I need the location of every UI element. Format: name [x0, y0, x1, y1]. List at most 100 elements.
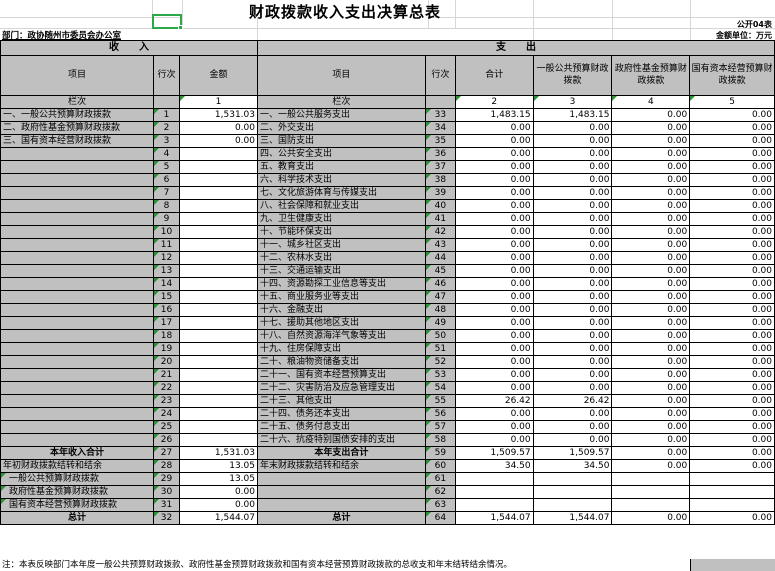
expenditure-row-number[interactable]: 40: [424, 199, 456, 213]
expenditure-value[interactable]: 0.00: [689, 329, 775, 343]
expenditure-value[interactable]: 1,544.07: [532, 511, 613, 525]
expenditure-item-label[interactable]: 十八、自然资源海洋气象等支出: [257, 329, 426, 343]
expenditure-value[interactable]: 1,483.15: [532, 108, 613, 122]
expenditure-row-number[interactable]: 51: [424, 342, 456, 356]
expenditure-value[interactable]: 0.00: [689, 225, 775, 239]
expenditure-lanci-blank[interactable]: [424, 95, 456, 109]
income-item-label[interactable]: [0, 342, 154, 356]
income-amount[interactable]: 13.05: [179, 459, 258, 473]
expenditure-value[interactable]: [454, 498, 534, 512]
expenditure-value[interactable]: 0.00: [611, 264, 691, 278]
income-row-number[interactable]: 17: [153, 316, 180, 330]
expenditure-row-number[interactable]: 56: [424, 407, 456, 421]
income-item-label[interactable]: [0, 277, 154, 291]
expenditure-value[interactable]: 0.00: [454, 303, 534, 317]
income-row-number[interactable]: 12: [153, 251, 180, 265]
income-amount[interactable]: 0.00: [179, 121, 258, 135]
expenditure-value[interactable]: 0.00: [532, 251, 613, 265]
expenditure-item-label[interactable]: 二十六、抗疫特别国债安排的支出: [257, 433, 426, 447]
expenditure-value[interactable]: 0.00: [532, 134, 613, 148]
expenditure-item-label[interactable]: [257, 472, 426, 486]
income-item-label[interactable]: [0, 225, 154, 239]
expenditure-value[interactable]: 0.00: [689, 160, 775, 174]
expenditure-item-label[interactable]: 十七、援助其他地区支出: [257, 316, 426, 330]
expenditure-value[interactable]: 0.00: [689, 368, 775, 382]
expenditure-value[interactable]: 0.00: [611, 329, 691, 343]
expenditure-row-number[interactable]: 38: [424, 173, 456, 187]
expenditure-value[interactable]: 0.00: [611, 147, 691, 161]
expenditure-value[interactable]: [532, 485, 613, 499]
expenditure-item-label[interactable]: 八、社会保障和就业支出: [257, 199, 426, 213]
expenditure-value[interactable]: 0.00: [532, 238, 613, 252]
expenditure-value[interactable]: [454, 472, 534, 486]
income-amount[interactable]: [179, 303, 258, 317]
expenditure-value[interactable]: 0.00: [611, 108, 691, 122]
expenditure-value[interactable]: 0.00: [532, 316, 613, 330]
income-amount[interactable]: [179, 277, 258, 291]
income-row-number[interactable]: 1: [153, 108, 180, 122]
expenditure-value[interactable]: 0.00: [532, 160, 613, 174]
income-amount[interactable]: [179, 433, 258, 447]
expenditure-item-label[interactable]: 七、文化旅游体育与传媒支出: [257, 186, 426, 200]
income-row-number[interactable]: 26: [153, 433, 180, 447]
expenditure-item-label[interactable]: 十六、金融支出: [257, 303, 426, 317]
income-row-number[interactable]: 5: [153, 160, 180, 174]
expenditure-value[interactable]: 0.00: [454, 121, 534, 135]
expenditure-row-number[interactable]: 58: [424, 433, 456, 447]
expenditure-value[interactable]: 0.00: [454, 173, 534, 187]
income-lanci-label[interactable]: 栏次: [0, 95, 154, 109]
department-label[interactable]: 部门：政协随州市委员会办公室: [2, 31, 122, 41]
expenditure-item-label[interactable]: 二十、粮油物资储备支出: [257, 355, 426, 369]
expenditure-value[interactable]: 0.00: [689, 316, 775, 330]
expenditure-item-label[interactable]: 本年支出合计: [257, 446, 426, 460]
income-row-number[interactable]: 30: [153, 485, 180, 499]
income-amount[interactable]: [179, 264, 258, 278]
income-item-label[interactable]: [0, 394, 154, 408]
expenditure-value[interactable]: 0.00: [454, 264, 534, 278]
income-item-label[interactable]: [0, 160, 154, 174]
expenditure-row-number[interactable]: 59: [424, 446, 456, 460]
expenditure-value[interactable]: [689, 498, 775, 512]
expenditure-value[interactable]: 0.00: [689, 199, 775, 213]
expenditure-value[interactable]: 0.00: [689, 212, 775, 226]
expenditure-value[interactable]: [532, 498, 613, 512]
expenditure-value[interactable]: 0.00: [689, 420, 775, 434]
expenditure-value[interactable]: 0.00: [454, 251, 534, 265]
income-amount[interactable]: [179, 199, 258, 213]
expenditure-value[interactable]: 0.00: [689, 381, 775, 395]
income-amount[interactable]: [179, 381, 258, 395]
expenditure-value[interactable]: [532, 472, 613, 486]
expenditure-row-number[interactable]: 47: [424, 290, 456, 304]
expenditure-row-number[interactable]: 52: [424, 355, 456, 369]
expenditure-item-label[interactable]: 十三、交通运输支出: [257, 264, 426, 278]
expenditure-value[interactable]: 0.00: [611, 368, 691, 382]
expenditure-row-number[interactable]: 50: [424, 329, 456, 343]
income-amount[interactable]: 1,544.07: [179, 511, 258, 525]
income-item-label[interactable]: 年初财政拨款结转和结余: [0, 459, 154, 473]
expenditure-value[interactable]: 0.00: [689, 511, 775, 525]
expenditure-value[interactable]: 0.00: [532, 290, 613, 304]
expenditure-row-number[interactable]: 60: [424, 459, 456, 473]
income-row-number[interactable]: 16: [153, 303, 180, 317]
expenditure-item-label[interactable]: 二十五、债务付息支出: [257, 420, 426, 434]
expenditure-row-number[interactable]: 37: [424, 160, 456, 174]
expenditure-row-number[interactable]: 62: [424, 485, 456, 499]
income-row-number[interactable]: 28: [153, 459, 180, 473]
expenditure-row-number[interactable]: 46: [424, 277, 456, 291]
expenditure-col-total[interactable]: 合计: [454, 55, 534, 96]
income-row-number[interactable]: 31: [153, 498, 180, 512]
expenditure-value[interactable]: 0.00: [532, 329, 613, 343]
expenditure-lanci-label[interactable]: 栏次: [257, 95, 426, 109]
expenditure-value[interactable]: 0.00: [689, 394, 775, 408]
expenditure-value[interactable]: 0.00: [689, 238, 775, 252]
expenditure-value[interactable]: 0.00: [454, 290, 534, 304]
income-amount[interactable]: [179, 407, 258, 421]
expenditure-value[interactable]: 0.00: [454, 212, 534, 226]
expenditure-col-gov-fund[interactable]: 政府性基金预算财政拨款: [611, 55, 691, 96]
income-amount[interactable]: [179, 160, 258, 174]
expenditure-value[interactable]: 0.00: [532, 407, 613, 421]
expenditure-col-item[interactable]: 项目: [257, 55, 426, 96]
income-row-number[interactable]: 14: [153, 277, 180, 291]
income-amount[interactable]: 1,531.03: [179, 108, 258, 122]
income-item-label[interactable]: [0, 381, 154, 395]
